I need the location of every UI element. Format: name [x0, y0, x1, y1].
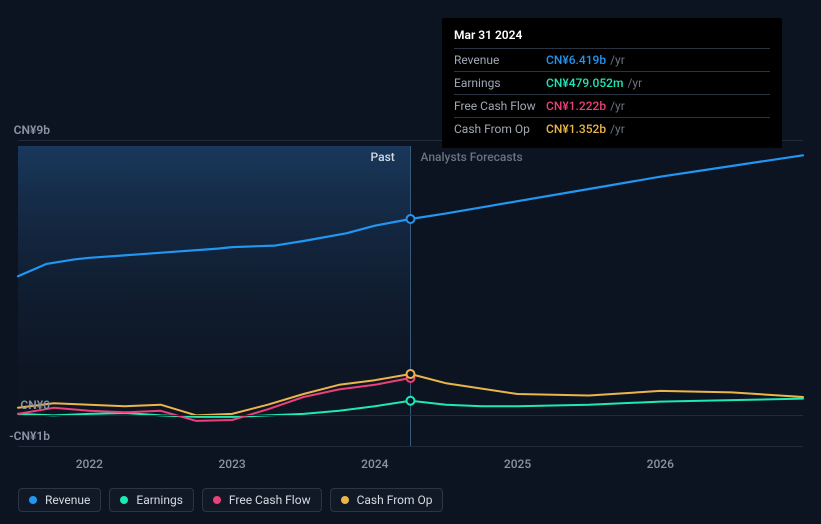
chart-tooltip: Mar 31 2024 RevenueCN¥6.419b/yrEarningsC…	[442, 18, 782, 148]
x-tick-label: 2024	[361, 457, 388, 471]
x-tick-label: 2025	[504, 457, 531, 471]
legend-dot-icon	[29, 496, 37, 504]
past-shade	[18, 146, 411, 446]
tooltip-row: RevenueCN¥6.419b/yr	[454, 48, 770, 71]
legend-item-fcf[interactable]: Free Cash Flow	[202, 488, 322, 512]
tooltip-unit: /yr	[610, 97, 625, 115]
tooltip-value: CN¥479.052m	[546, 74, 623, 92]
tooltip-key: Cash From Op	[454, 120, 546, 138]
x-tick-label: 2022	[76, 457, 103, 471]
legend-label: Revenue	[45, 493, 90, 507]
legend-label: Cash From Op	[357, 493, 433, 507]
tooltip-key: Free Cash Flow	[454, 97, 546, 115]
tooltip-unit: /yr	[610, 51, 625, 69]
legend-dot-icon	[341, 496, 349, 504]
tooltip-unit: /yr	[627, 74, 642, 92]
tooltip-row: EarningsCN¥479.052m/yr	[454, 71, 770, 94]
past-region-label: Past	[371, 150, 395, 164]
tooltip-key: Earnings	[454, 74, 546, 92]
legend-item-earnings[interactable]: Earnings	[109, 488, 194, 512]
tooltip-title: Mar 31 2024	[454, 26, 770, 44]
legend-item-revenue[interactable]: Revenue	[18, 488, 101, 512]
legend-label: Free Cash Flow	[229, 493, 311, 507]
tooltip-value: CN¥6.419b	[546, 51, 606, 69]
x-tick-label: 2023	[218, 457, 245, 471]
gridline	[18, 446, 803, 447]
legend-dot-icon	[120, 496, 128, 504]
y-tick-label: -CN¥1b	[9, 429, 50, 443]
forecast-region-label: Analysts Forecasts	[421, 150, 523, 164]
legend-label: Earnings	[136, 493, 183, 507]
tooltip-key: Revenue	[454, 51, 546, 69]
y-tick-label: CN¥9b	[14, 123, 50, 137]
y-tick-label: CN¥0	[20, 398, 50, 412]
series-marker-cfo	[407, 370, 415, 378]
x-tick-label: 2026	[647, 457, 674, 471]
legend-item-cfo[interactable]: Cash From Op	[330, 488, 444, 512]
legend-dot-icon	[213, 496, 221, 504]
chart-legend: Revenue Earnings Free Cash Flow Cash From O…	[18, 488, 443, 512]
tooltip-value: CN¥1.222b	[546, 97, 606, 115]
series-marker-revenue	[407, 215, 415, 223]
tooltip-value: CN¥1.352b	[546, 120, 606, 138]
gridline	[18, 415, 803, 416]
tooltip-unit: /yr	[610, 120, 625, 138]
series-marker-earnings	[407, 397, 415, 405]
tooltip-row: Cash From OpCN¥1.352b/yr	[454, 117, 770, 140]
tooltip-row: Free Cash FlowCN¥1.222b/yr	[454, 94, 770, 117]
chart-container: { "chart": { "type": "line", "width": 82…	[0, 0, 821, 524]
